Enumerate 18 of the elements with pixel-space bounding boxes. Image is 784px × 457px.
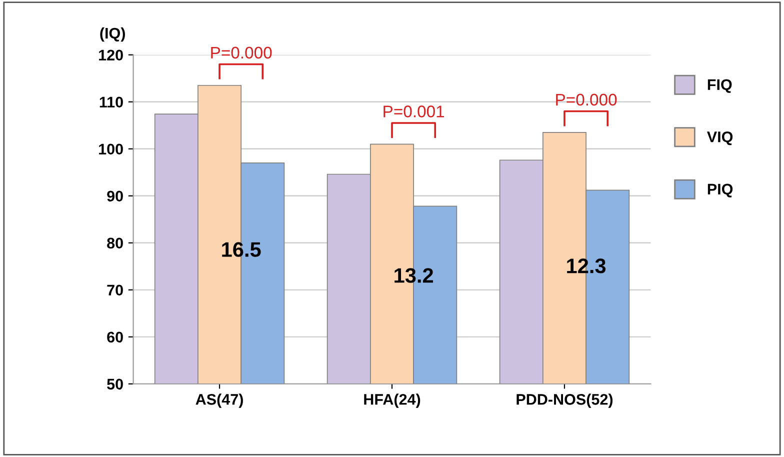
annotation: P=0.001 [384,106,444,118]
legend-label: PIQ [708,184,733,198]
y-axis-title: (IQ) [100,27,125,42]
y-tick-label: 70 [107,284,123,296]
annotation: P=0.000 [556,94,617,106]
y-tick-label: 120 [99,50,123,61]
legend-label: VIQ [707,131,733,146]
y-tick-label: 80 [107,238,123,249]
y-tick-label: 60 [107,332,123,343]
y-tick-label: 110 [100,96,123,108]
x-tick-label: HFA(24) [364,394,420,408]
legend-label: FIQ [708,79,732,93]
x-tick-label: AS(47) [196,394,243,408]
x-tick-label: PDD-NOS(52) [516,394,613,408]
y-tick-label: 50 [107,378,123,390]
y-tick-label: 100 [99,144,123,155]
y-tick-label: 90 [107,190,123,202]
annotation: P=0.000 [211,46,272,59]
